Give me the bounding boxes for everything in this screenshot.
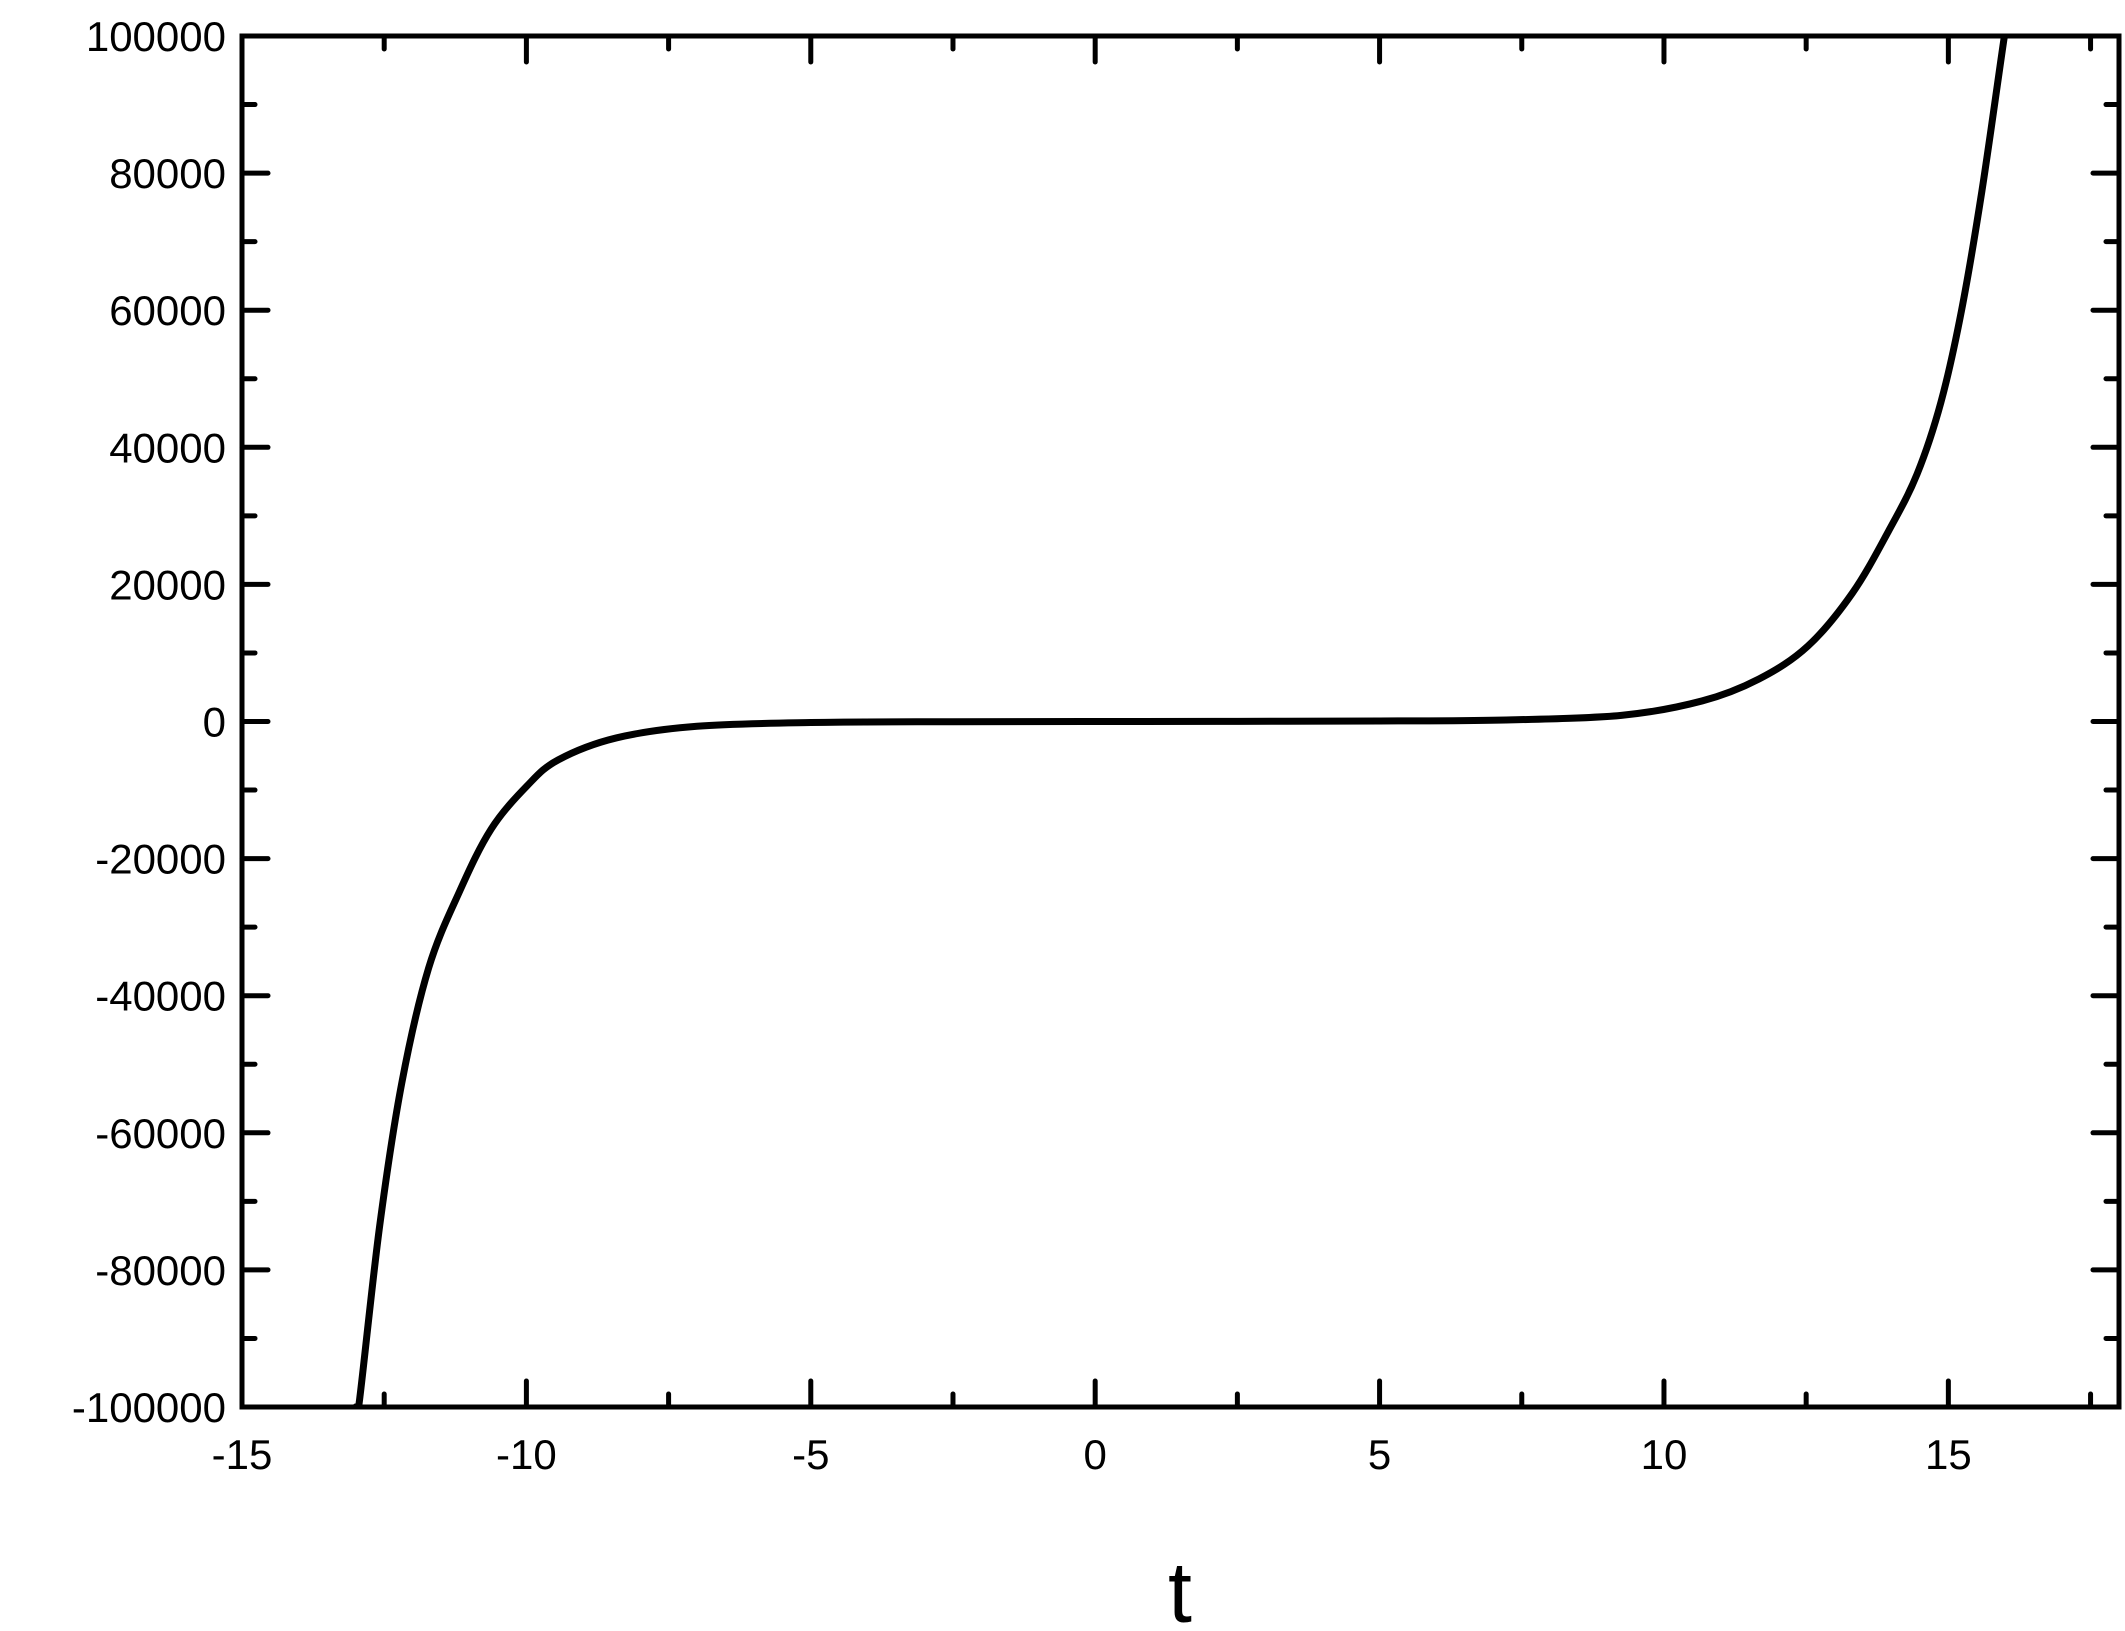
y-tick-label: -60000 <box>95 1110 226 1157</box>
x-tick-label: -10 <box>496 1431 557 1478</box>
y-tick-label: 80000 <box>109 150 226 197</box>
x-axis-label: t <box>1168 1545 1192 1631</box>
y-tick-label: 60000 <box>109 287 226 334</box>
x-tick-label: -15 <box>212 1431 273 1478</box>
y-tick-label: -100000 <box>72 1384 226 1431</box>
tick-labels: -15 -10 -5 0 5 10 15 -100000 -80000 -60000 -40000 -… <box>72 13 1972 1478</box>
x-tick-label: 10 <box>1641 1431 1688 1478</box>
x-tick-label: -5 <box>792 1431 829 1478</box>
y-tick-label: 20000 <box>109 561 226 608</box>
y-tick-label: 0 <box>203 699 226 746</box>
y-tick-label: -20000 <box>95 836 226 883</box>
plot-frame <box>239 33 2122 1410</box>
y-tick-label: -40000 <box>95 973 226 1020</box>
y-tick-label: 40000 <box>109 424 226 471</box>
x-tick-label: 15 <box>1925 1431 1972 1478</box>
x-tick-label: 5 <box>1368 1431 1391 1478</box>
x-tick-label: 0 <box>1084 1431 1107 1478</box>
y-tick-label: -80000 <box>95 1247 226 1294</box>
series-line <box>352 36 2009 1407</box>
y-tick-label: 100000 <box>86 13 226 60</box>
